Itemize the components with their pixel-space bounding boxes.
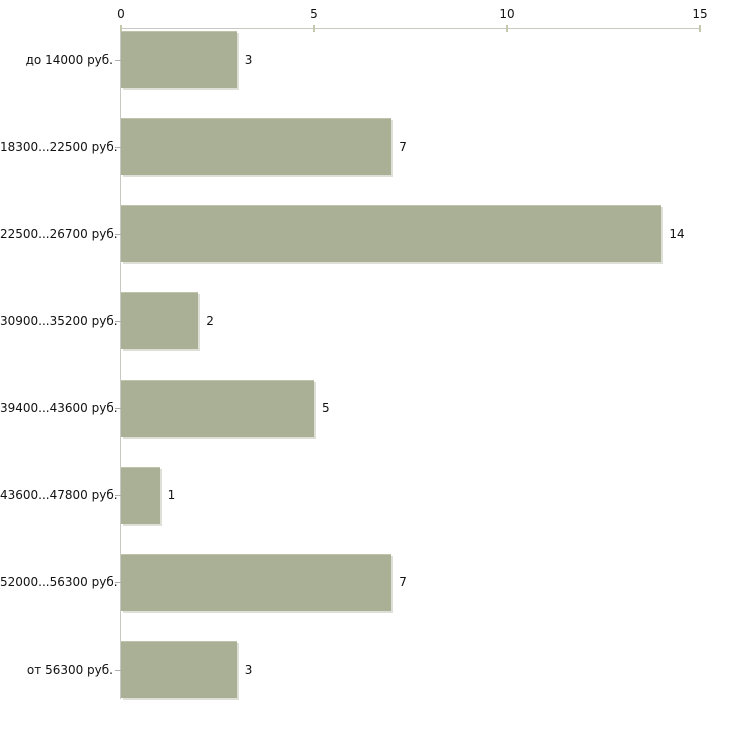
value-label: 5	[322, 401, 330, 416]
category-label: 52000...56300 руб.	[0, 575, 118, 590]
value-label: 14	[669, 226, 685, 241]
value-label: 3	[244, 52, 253, 67]
x-tick-label: 15	[692, 7, 708, 21]
x-tick-label: 5	[310, 7, 318, 21]
x-tick-mark	[699, 25, 701, 32]
y-tick-mark	[115, 147, 121, 148]
x-tick-mark	[120, 25, 122, 32]
value-label: 2	[206, 313, 214, 328]
bar	[121, 641, 237, 699]
bar	[121, 205, 662, 263]
category-label: 30900...35200 руб.	[0, 313, 118, 328]
value-label: 3	[244, 662, 253, 677]
value-label: 7	[399, 575, 407, 590]
bar	[121, 292, 199, 350]
x-tick-label: 0	[117, 7, 125, 21]
y-axis-line	[120, 28, 121, 699]
category-label: от 56300 руб.	[26, 662, 113, 677]
bar	[121, 466, 160, 524]
y-tick-mark	[115, 670, 121, 671]
bar	[121, 31, 237, 88]
category-label: до 14000 руб.	[25, 52, 113, 67]
x-tick-mark	[506, 25, 508, 32]
y-tick-mark	[115, 408, 121, 409]
bar	[121, 553, 392, 611]
y-tick-mark	[115, 582, 121, 583]
category-label: 18300...22500 руб.	[0, 139, 118, 154]
y-tick-mark	[115, 234, 121, 235]
x-axis-line	[121, 28, 701, 29]
bar	[121, 118, 392, 176]
value-label: 7	[399, 139, 407, 154]
x-tick-label: 10	[499, 7, 515, 21]
bar	[121, 379, 314, 437]
y-tick-mark	[115, 495, 121, 496]
category-label: 22500...26700 руб.	[0, 226, 118, 241]
y-tick-mark	[115, 321, 121, 322]
y-tick-mark	[115, 60, 121, 61]
x-tick-mark	[313, 25, 315, 32]
value-label: 1	[167, 488, 176, 503]
category-label: 39400...43600 руб.	[0, 401, 118, 416]
category-label: 43600...47800 руб.	[0, 488, 118, 503]
